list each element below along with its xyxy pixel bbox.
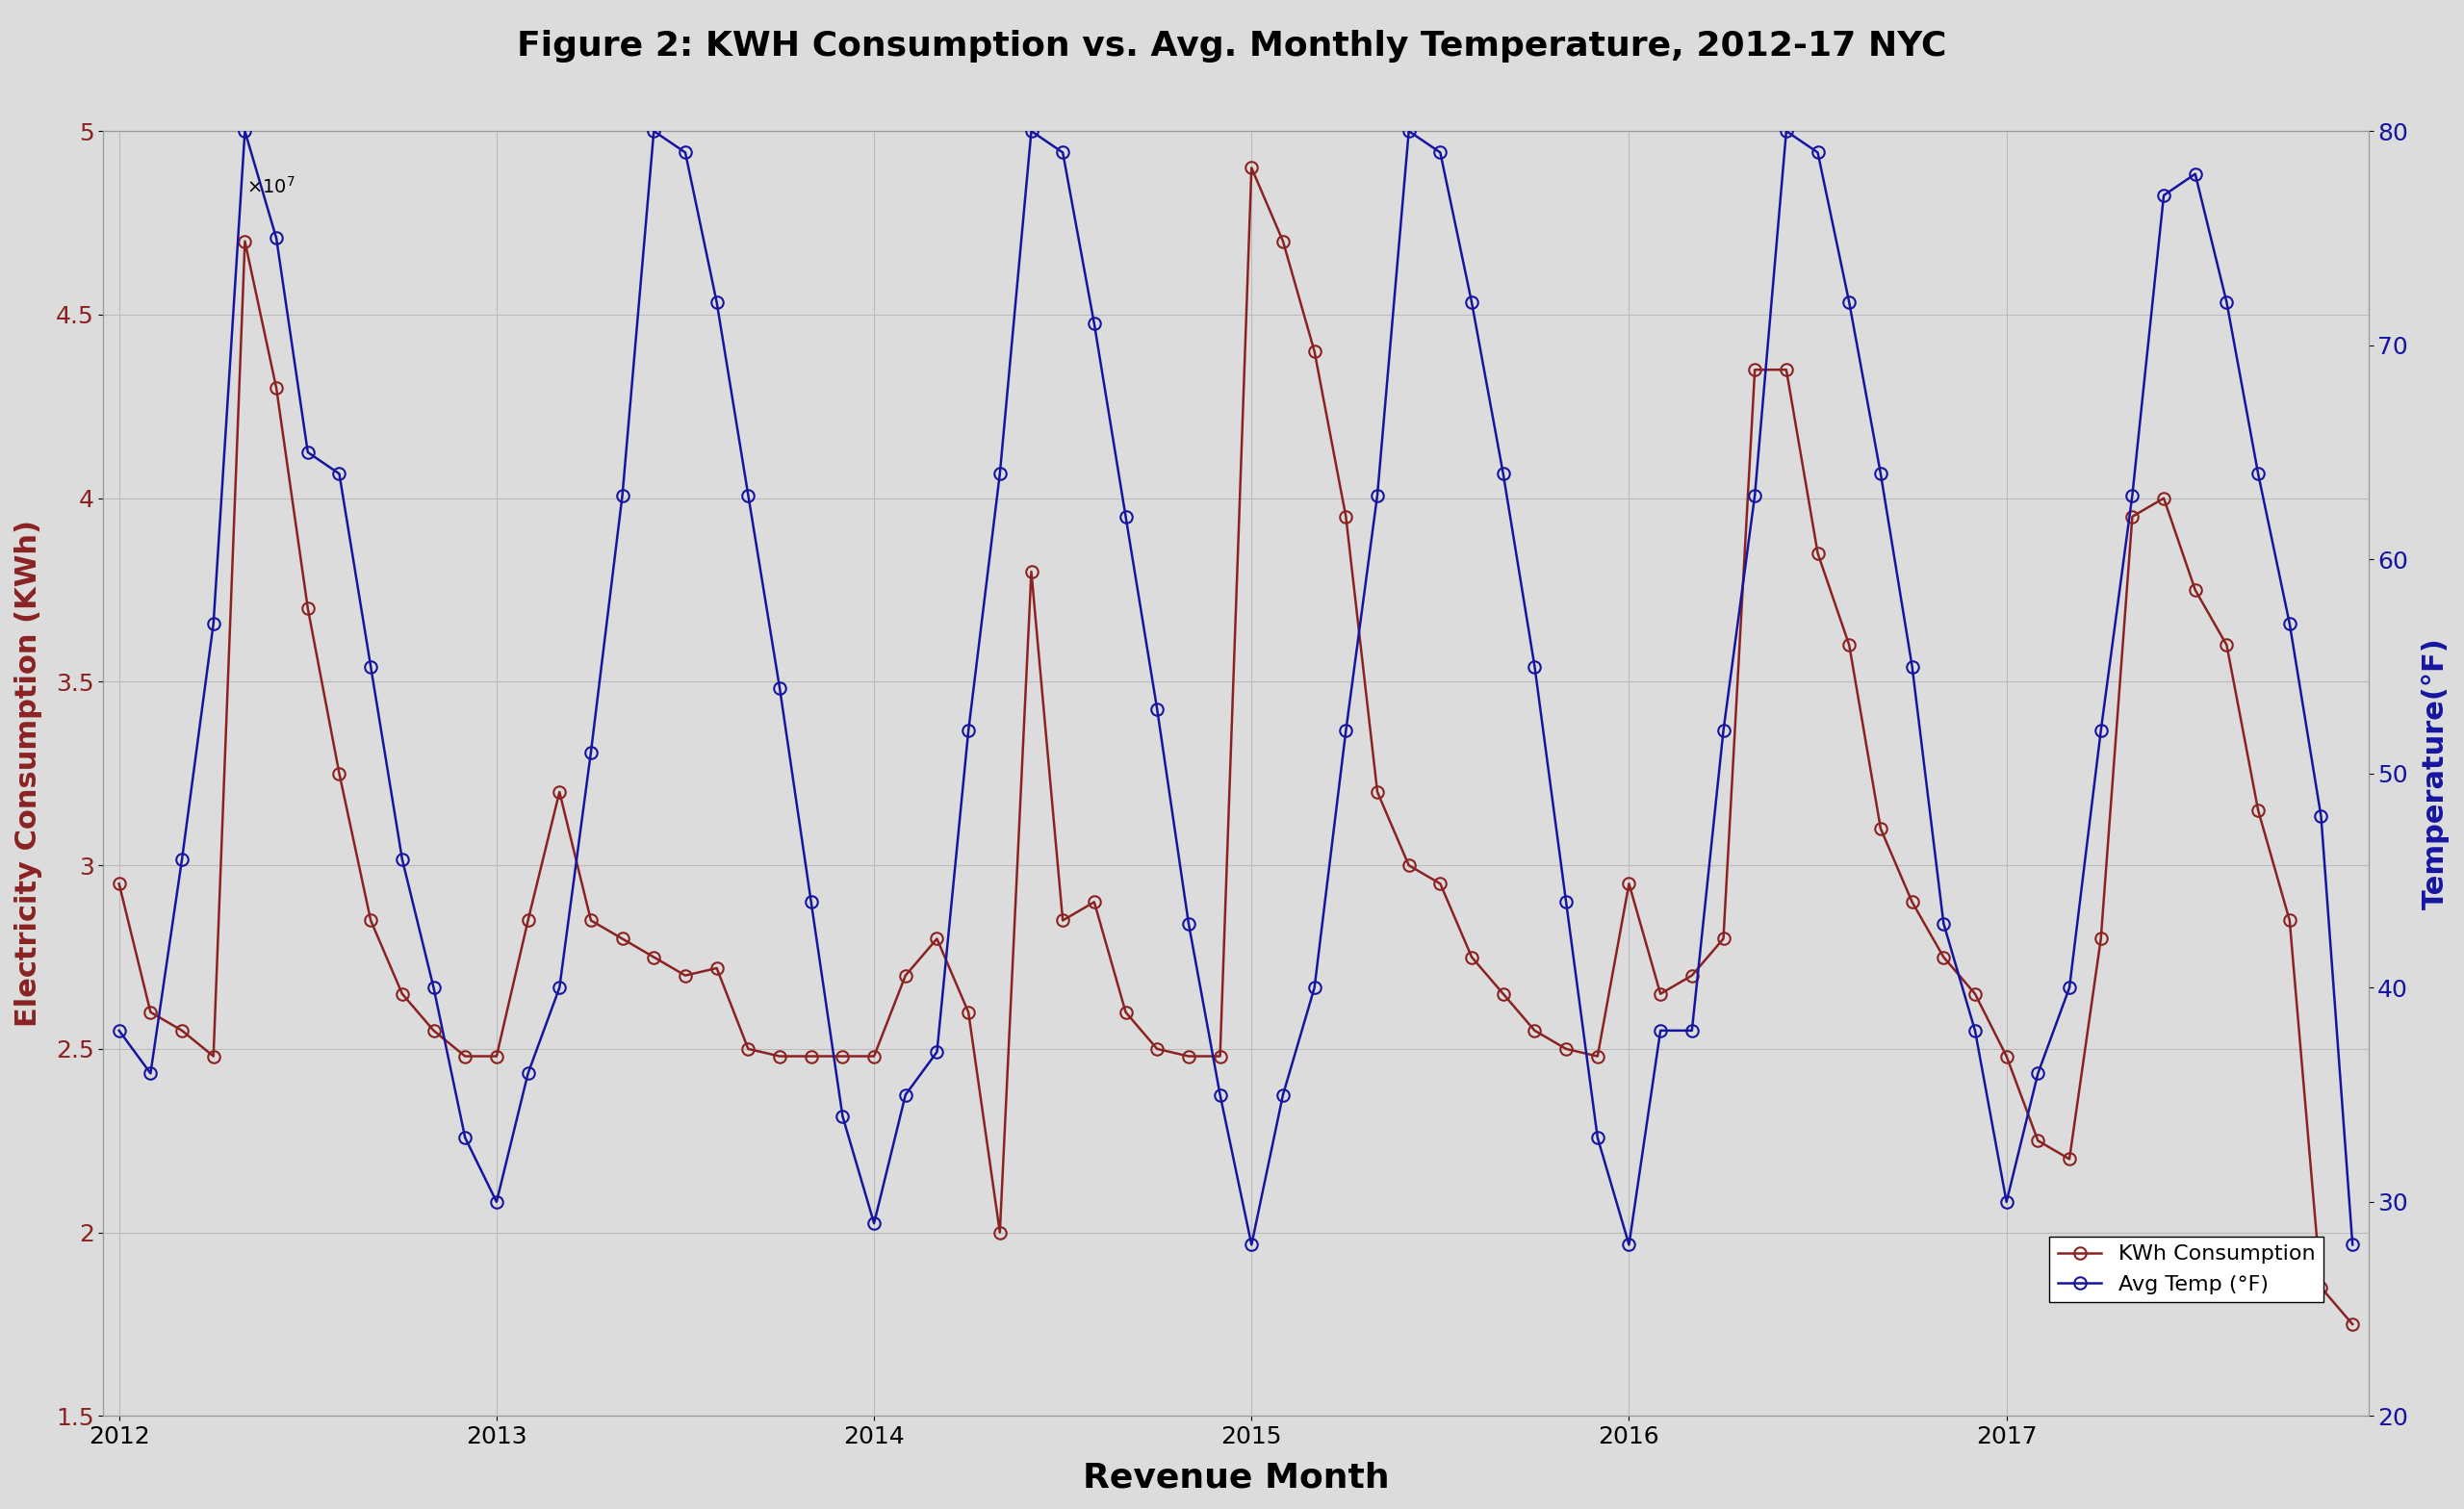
KWh Consumption	[419, 1022, 448, 1040]
KWh Consumption	[638, 948, 668, 966]
Avg Temp (°F)	[229, 122, 259, 140]
KWh Consumption	[1237, 158, 1266, 177]
Avg Temp (°F)	[1427, 143, 1456, 161]
Y-axis label: Temperature(°F): Temperature(°F)	[2422, 637, 2449, 910]
KWh Consumption	[2338, 1316, 2368, 1334]
Avg Temp (°F)	[2213, 293, 2242, 311]
Avg Temp (°F)	[103, 1022, 133, 1040]
Line: Avg Temp (°F): Avg Temp (°F)	[113, 125, 2358, 1251]
KWh Consumption	[1395, 856, 1424, 874]
KWh Consumption	[860, 1047, 890, 1065]
Avg Temp (°F)	[1237, 1236, 1266, 1254]
Avg Temp (°F)	[451, 1129, 480, 1147]
Avg Temp (°F)	[1582, 1129, 1611, 1147]
Text: Figure 2: KWH Consumption vs. Avg. Monthly Temperature, 2012-17 NYC: Figure 2: KWH Consumption vs. Avg. Month…	[517, 30, 1947, 63]
Avg Temp (°F)	[890, 1086, 919, 1105]
KWh Consumption	[103, 875, 133, 893]
Avg Temp (°F)	[1678, 1022, 1708, 1040]
KWh Consumption	[1646, 985, 1676, 1003]
KWh Consumption	[1552, 1040, 1582, 1058]
X-axis label: Revenue Month: Revenue Month	[1082, 1462, 1390, 1494]
Line: KWh Consumption: KWh Consumption	[113, 161, 2358, 1331]
Legend: KWh Consumption, Avg Temp (°F): KWh Consumption, Avg Temp (°F)	[2050, 1236, 2324, 1302]
Y-axis label: Electricity Consumption (KWh): Electricity Consumption (KWh)	[15, 521, 42, 1028]
Text: $\times10^7$: $\times10^7$	[246, 177, 296, 198]
Avg Temp (°F)	[2338, 1236, 2368, 1254]
